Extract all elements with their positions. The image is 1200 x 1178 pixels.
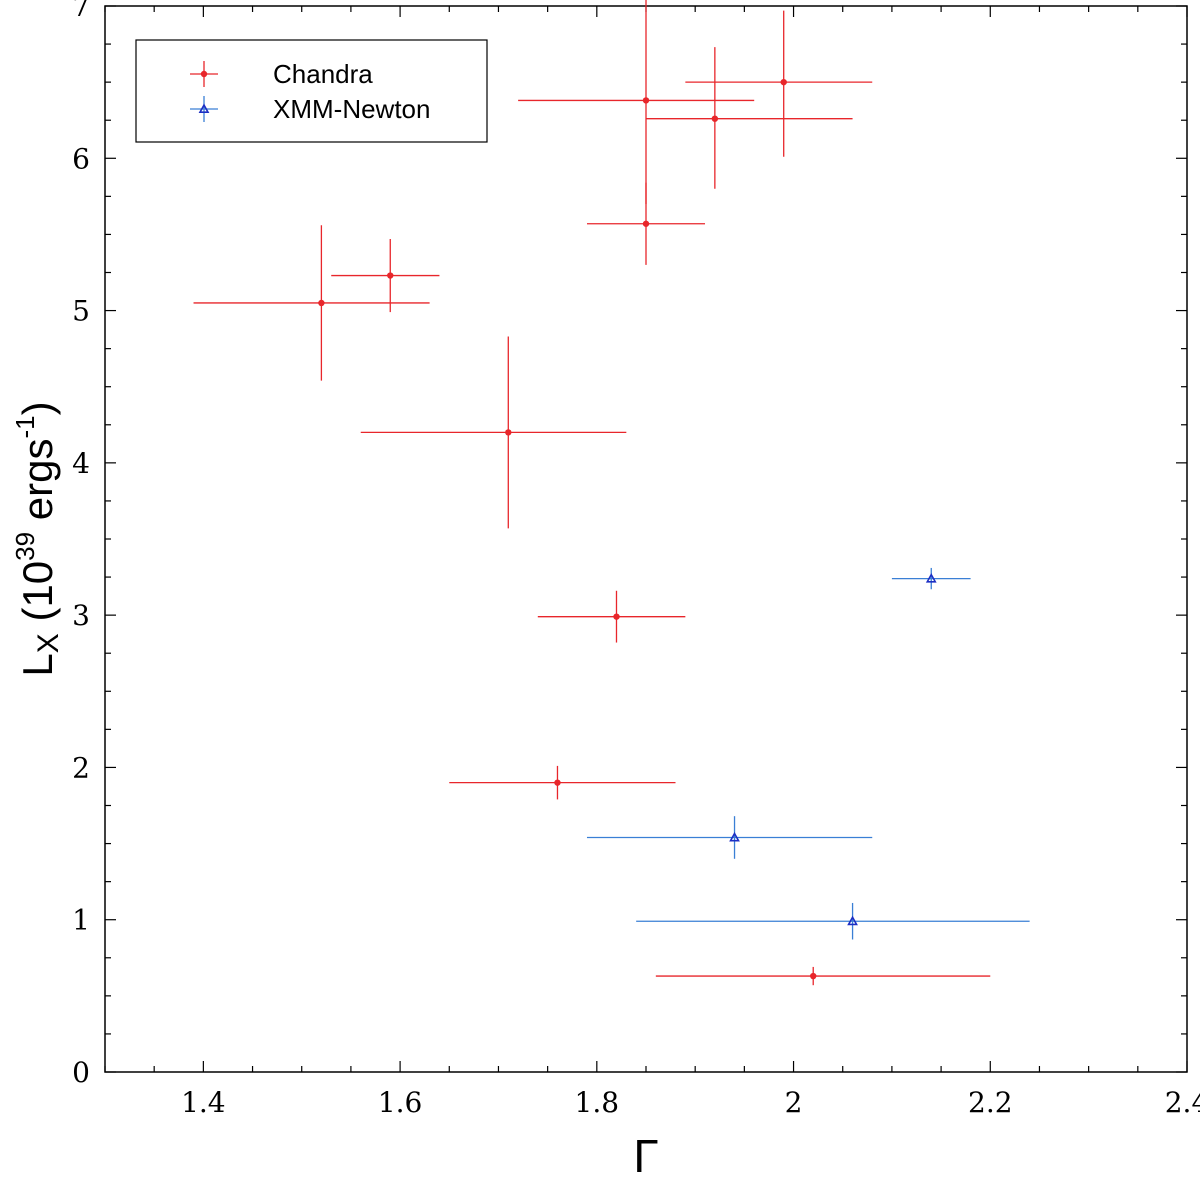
y-axis-title-paren: (10 [14, 561, 61, 633]
y-axis-ticks [105, 5, 1187, 1073]
data-point [449, 765, 676, 800]
y-axis-title-unit: ergs [14, 439, 61, 532]
data-point-marker [810, 972, 817, 980]
data-point-marker [642, 220, 650, 227]
data-point-marker [198, 103, 210, 113]
y-tick-label: 5 [72, 295, 90, 328]
data-point [331, 238, 440, 313]
x-tick-label: 1.6 [378, 1086, 423, 1119]
data-point-marker [613, 613, 620, 620]
y-tick-label: 3 [72, 599, 90, 632]
legend-xmm-label: XMM-Newton [273, 94, 430, 124]
x-axis-tick-labels: 1.4 1.6 1.8 2 2.2 2.4 [181, 1086, 1200, 1119]
data-point [537, 590, 686, 643]
data-point-marker [711, 115, 719, 122]
data-point-marker [729, 831, 740, 842]
data-point-marker [505, 429, 512, 436]
data-point-marker [780, 78, 787, 86]
data-point-marker [925, 572, 937, 583]
y-axis-title-main: L [14, 653, 61, 676]
legend-box [135, 39, 488, 143]
data-point [193, 225, 430, 381]
x-tick-label: 2.2 [968, 1086, 1013, 1119]
data-point [646, 47, 853, 189]
x-tick-label: 1.4 [181, 1086, 226, 1119]
series-chandra [193, 0, 991, 986]
data-point [685, 10, 873, 157]
data-point-marker [847, 915, 858, 926]
data-point-marker [318, 299, 325, 307]
y-axis-tick-labels: 0 1 2 3 4 5 6 7 [72, 0, 90, 1089]
data-point [636, 902, 1030, 940]
data-point-marker [554, 779, 561, 786]
legend: Chandra XMM-Newton [135, 39, 488, 143]
data-point [518, 0, 755, 204]
y-tick-label: 2 [72, 751, 90, 784]
svg-text:LX (1039 ergs-1): LX (1039 ergs-1) [10, 401, 65, 676]
y-axis-title-sub: X [32, 633, 65, 653]
y-axis-title-exp: 39 [10, 532, 40, 561]
data-point [891, 567, 971, 590]
data-point [586, 182, 706, 265]
y-tick-label: 6 [72, 142, 90, 175]
y-tick-label: 4 [72, 447, 90, 480]
series-layer [193, 0, 1030, 986]
y-tick-label: 1 [72, 904, 90, 937]
y-axis-title-close: ) [14, 401, 61, 415]
x-tick-label: 1.8 [575, 1086, 620, 1119]
x-axis-title: Γ [633, 1130, 658, 1178]
x-tick-label: 2.4 [1165, 1086, 1200, 1119]
y-axis-title: LX (1039 ergs-1) [10, 401, 65, 676]
series-xmm-newton [586, 567, 1030, 940]
y-tick-label: 0 [72, 1056, 90, 1089]
data-point [586, 816, 873, 859]
data-point [655, 966, 991, 986]
x-tick-label: 2 [785, 1086, 803, 1119]
data-point-marker [387, 272, 394, 279]
y-tick-label: 7 [72, 0, 90, 23]
data-point [360, 336, 627, 529]
data-point-marker [200, 70, 208, 78]
legend-chandra-marker [190, 61, 218, 87]
x-axis-ticks [104, 6, 1188, 1072]
legend-xmm-marker [190, 96, 218, 122]
data-point-marker [642, 97, 650, 104]
legend-chandra-label: Chandra [273, 59, 373, 89]
y-axis-title-unit-exp: -1 [10, 415, 40, 438]
